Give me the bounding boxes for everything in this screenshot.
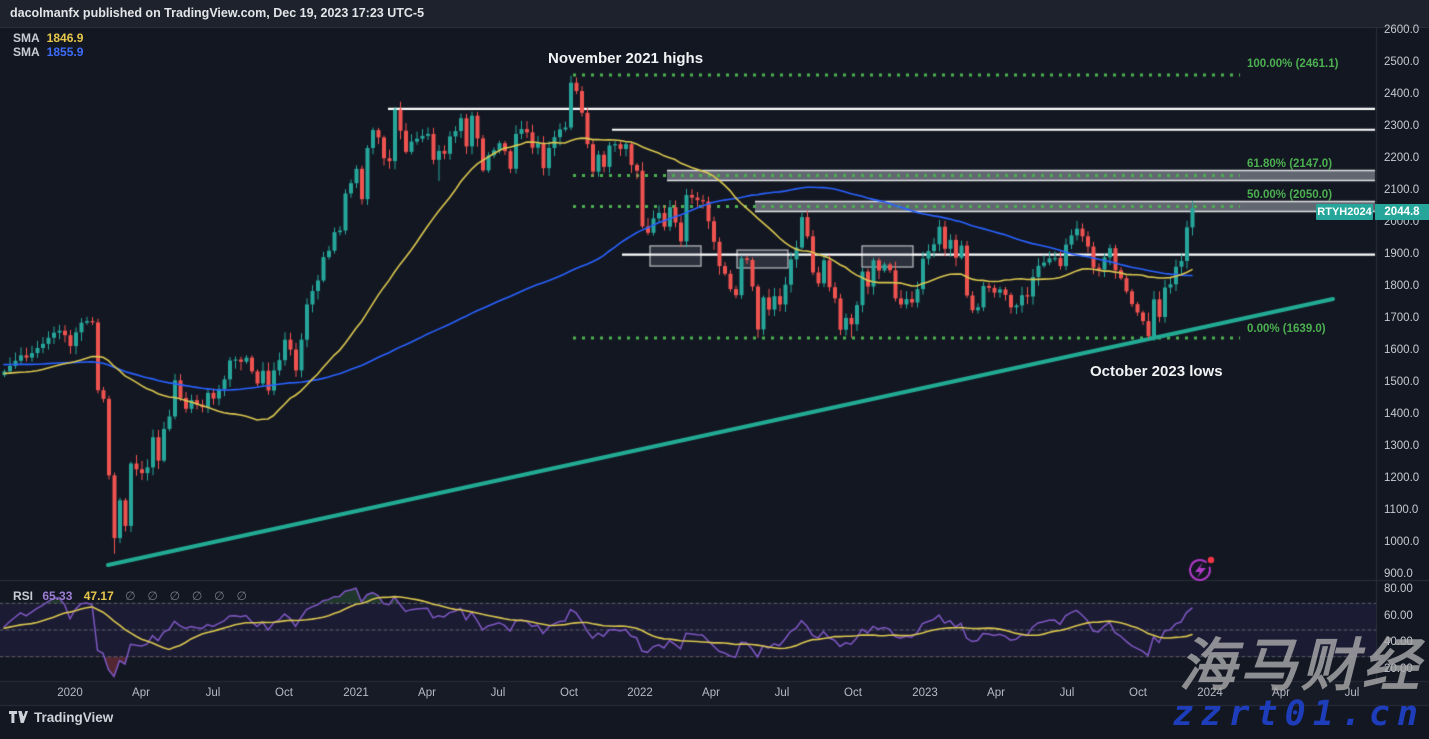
price-axis-tick: 2000.0	[1384, 215, 1420, 228]
fib-level-label[interactable]: 100.00% (2461.1)	[1247, 58, 1339, 70]
price-axis-tick: 1000.0	[1384, 535, 1420, 548]
time-axis-label: Jul	[1344, 687, 1360, 699]
tradingview-logo-text: TradingView	[34, 710, 114, 725]
sma-fast-label: SMA	[13, 31, 40, 45]
price-axis-tick: 1900.0	[1384, 247, 1420, 260]
october-2023-lows-note: October 2023 lows	[1090, 363, 1223, 380]
price-axis-tick: 1200.0	[1384, 471, 1420, 484]
time-axis-label: Apr	[1272, 687, 1290, 699]
time-axis-label: Apr	[132, 687, 150, 699]
price-axis-tick: 2100.0	[1384, 183, 1420, 196]
rsi-axis-tick: 60.00	[1384, 609, 1413, 622]
price-axis-tick: 1800.0	[1384, 279, 1420, 292]
time-axis-label: Jul	[490, 687, 506, 699]
price-axis-tick: 2500.0	[1384, 55, 1420, 68]
time-axis-label: Jul	[1059, 687, 1075, 699]
sma-fast-legend[interactable]: SMA 1846.9	[13, 31, 83, 45]
price-axis-tick: 1300.0	[1384, 439, 1420, 452]
time-axis-label: Jul	[774, 687, 790, 699]
november-2021-highs-note: November 2021 highs	[548, 50, 704, 67]
time-axis-label: Apr	[418, 687, 436, 699]
price-axis-tick: 1500.0	[1384, 375, 1420, 388]
time-axis-label: 2024	[1197, 687, 1223, 699]
fib-level-label[interactable]: 50.00% (2050.0)	[1247, 189, 1333, 201]
price-axis-tick: 2300.0	[1384, 119, 1420, 132]
price-axis-tick: 1600.0	[1384, 343, 1420, 356]
rsi-axis-tick: 80.00	[1384, 583, 1413, 595]
sma-slow-value: 1855.9	[46, 45, 84, 59]
time-axis-label: Oct	[275, 687, 293, 699]
price-axis-tick: 2400.0	[1384, 87, 1420, 100]
time-axis-label: Apr	[987, 687, 1005, 699]
tradingview-logo-icon	[9, 711, 28, 723]
time-axis-label: 2023	[912, 687, 938, 699]
fib-level-label[interactable]: 61.80% (2147.0)	[1247, 158, 1333, 170]
price-axis-tick: 1100.0	[1384, 503, 1419, 516]
time-axis-label: Jul	[205, 687, 221, 699]
price-axis-tick: 2200.0	[1384, 151, 1420, 164]
price-axis-tick: 1400.0	[1384, 407, 1420, 420]
rsi-axis-tick: 40.00	[1384, 636, 1413, 649]
fib-level-label[interactable]: 0.00% (1639.0)	[1247, 323, 1326, 335]
price-axis-tick: 2600.0	[1384, 23, 1420, 36]
sma-fast-value: 1846.9	[46, 31, 84, 45]
time-axis-label: Oct	[844, 687, 862, 699]
time-axis-label: 2022	[627, 687, 653, 699]
sma-slow-label: SMA	[13, 45, 40, 59]
time-axis-label: Oct	[1129, 687, 1147, 699]
tradingview-logo[interactable]: TradingView	[9, 710, 113, 725]
rsi-axis-tick: 20.00	[1384, 662, 1413, 675]
time-axis-label: Oct	[560, 687, 578, 699]
sma-slow-legend[interactable]: SMA 1855.9	[13, 45, 83, 59]
time-axis-label: 2020	[57, 687, 83, 699]
price-axis-tick: 900.0	[1384, 567, 1413, 580]
time-axis-label: Apr	[702, 687, 720, 699]
price-axis-tick: 1700.0	[1384, 311, 1420, 324]
time-axis-label: 2021	[343, 687, 369, 699]
